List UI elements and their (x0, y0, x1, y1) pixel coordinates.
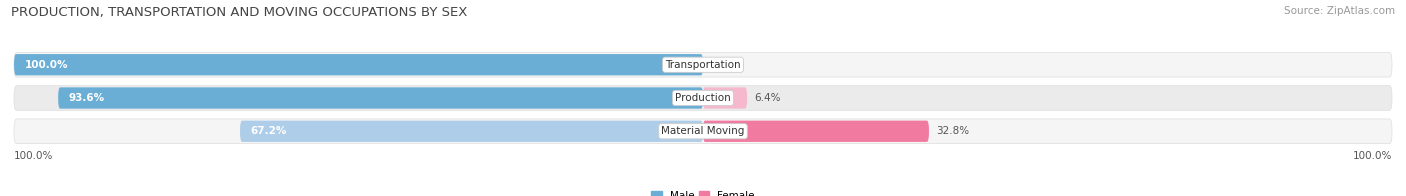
FancyBboxPatch shape (703, 87, 747, 109)
FancyBboxPatch shape (703, 121, 929, 142)
Text: 100.0%: 100.0% (1353, 151, 1392, 161)
Text: Source: ZipAtlas.com: Source: ZipAtlas.com (1284, 6, 1395, 16)
Legend: Male, Female: Male, Female (647, 186, 759, 196)
Text: 100.0%: 100.0% (14, 151, 53, 161)
Text: 0.0%: 0.0% (710, 60, 737, 70)
FancyBboxPatch shape (240, 121, 703, 142)
Text: Production: Production (675, 93, 731, 103)
Text: 100.0%: 100.0% (24, 60, 67, 70)
Text: PRODUCTION, TRANSPORTATION AND MOVING OCCUPATIONS BY SEX: PRODUCTION, TRANSPORTATION AND MOVING OC… (11, 6, 468, 19)
Text: 32.8%: 32.8% (936, 126, 969, 136)
Text: Transportation: Transportation (665, 60, 741, 70)
FancyBboxPatch shape (14, 54, 703, 75)
FancyBboxPatch shape (14, 119, 1392, 143)
Text: 6.4%: 6.4% (754, 93, 780, 103)
Text: 93.6%: 93.6% (69, 93, 104, 103)
FancyBboxPatch shape (58, 87, 703, 109)
FancyBboxPatch shape (14, 53, 1392, 77)
FancyBboxPatch shape (14, 86, 1392, 110)
Text: Material Moving: Material Moving (661, 126, 745, 136)
Text: 67.2%: 67.2% (250, 126, 287, 136)
